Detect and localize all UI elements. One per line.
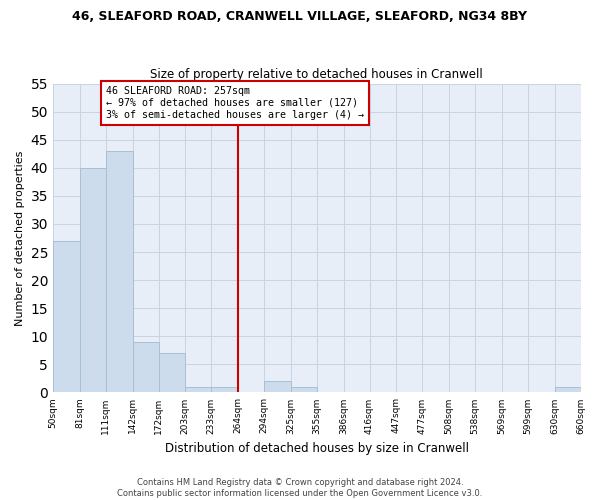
- Bar: [80, 168, 106, 392]
- Bar: [264, 381, 291, 392]
- Bar: [158, 353, 185, 393]
- Bar: [291, 387, 317, 392]
- Y-axis label: Number of detached properties: Number of detached properties: [15, 150, 25, 326]
- Bar: [211, 387, 238, 392]
- Text: 46, SLEAFORD ROAD, CRANWELL VILLAGE, SLEAFORD, NG34 8BY: 46, SLEAFORD ROAD, CRANWELL VILLAGE, SLE…: [73, 10, 527, 23]
- X-axis label: Distribution of detached houses by size in Cranwell: Distribution of detached houses by size …: [165, 442, 469, 455]
- Bar: [106, 151, 133, 392]
- Bar: [554, 387, 581, 392]
- Title: Size of property relative to detached houses in Cranwell: Size of property relative to detached ho…: [151, 68, 483, 81]
- Bar: [53, 241, 80, 392]
- Text: Contains HM Land Registry data © Crown copyright and database right 2024.
Contai: Contains HM Land Registry data © Crown c…: [118, 478, 482, 498]
- Bar: [185, 387, 211, 392]
- Text: 46 SLEAFORD ROAD: 257sqm
← 97% of detached houses are smaller (127)
3% of semi-d: 46 SLEAFORD ROAD: 257sqm ← 97% of detach…: [106, 86, 364, 120]
- Bar: [133, 342, 158, 392]
